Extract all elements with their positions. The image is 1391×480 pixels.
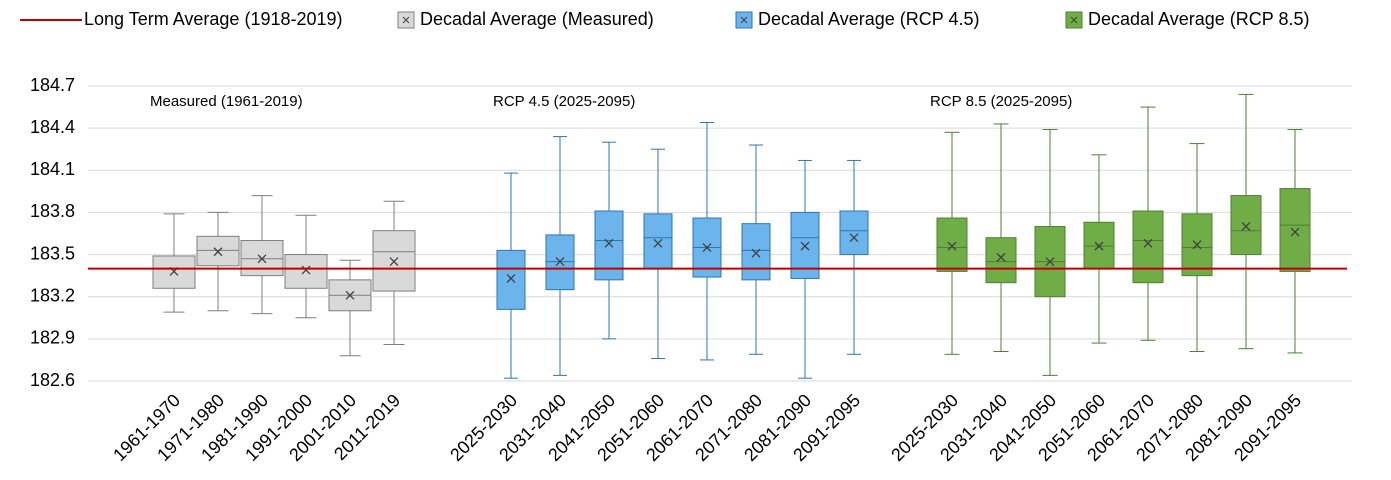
mean-marker xyxy=(1290,227,1300,237)
box xyxy=(643,213,673,270)
box xyxy=(936,217,968,272)
mean-marker xyxy=(1094,241,1104,251)
mean-marker xyxy=(1192,240,1202,250)
legend-label: Decadal Average (RCP 4.5) xyxy=(758,9,979,29)
mean-marker xyxy=(653,238,663,248)
group-annotation: Measured (1961-2019) xyxy=(150,93,303,110)
y-tick-label: 184.1 xyxy=(30,159,75,179)
box xyxy=(1132,210,1164,284)
box xyxy=(284,254,328,289)
legend-label: Decadal Average (Measured) xyxy=(420,9,654,29)
mean-marker xyxy=(996,252,1006,262)
y-tick-label: 183.8 xyxy=(30,201,75,221)
y-tick-label: 183.2 xyxy=(30,285,75,305)
mean-marker xyxy=(301,265,311,275)
box xyxy=(1279,188,1311,272)
box xyxy=(839,210,869,256)
mean-marker xyxy=(257,254,267,264)
legend-swatch-marker xyxy=(1070,16,1078,24)
mean-marker xyxy=(751,248,761,258)
mean-marker xyxy=(555,257,565,267)
mean-marker xyxy=(702,243,712,253)
mean-marker xyxy=(506,273,516,283)
mean-marker xyxy=(345,290,355,300)
mean-marker xyxy=(213,247,223,257)
legend-swatch-marker xyxy=(402,16,410,24)
mean-marker xyxy=(1241,222,1251,231)
box xyxy=(196,235,240,267)
mean-marker xyxy=(389,257,399,267)
box xyxy=(1230,195,1262,256)
mean-marker xyxy=(849,233,859,243)
y-tick-label: 182.6 xyxy=(30,370,75,390)
box xyxy=(496,249,526,310)
mean-marker xyxy=(1045,257,1055,267)
y-tick-label: 182.9 xyxy=(30,328,75,348)
legend-swatch-marker xyxy=(740,16,748,24)
group-annotation: RCP 4.5 (2025-2095) xyxy=(493,93,635,110)
group-annotation: RCP 8.5 (2025-2095) xyxy=(930,93,1072,110)
legend-label: Decadal Average (RCP 8.5) xyxy=(1088,9,1309,29)
y-tick-label: 183.5 xyxy=(30,243,75,263)
mean-marker xyxy=(800,241,810,251)
box xyxy=(985,237,1017,284)
mean-marker xyxy=(947,241,957,251)
mean-marker xyxy=(604,238,614,248)
y-tick-label: 184.4 xyxy=(30,117,75,137)
mean-marker xyxy=(1143,238,1153,248)
box xyxy=(741,223,771,281)
y-tick-label: 184.7 xyxy=(30,75,75,95)
legend-label: Long Term Average (1918-2019) xyxy=(84,9,343,29)
